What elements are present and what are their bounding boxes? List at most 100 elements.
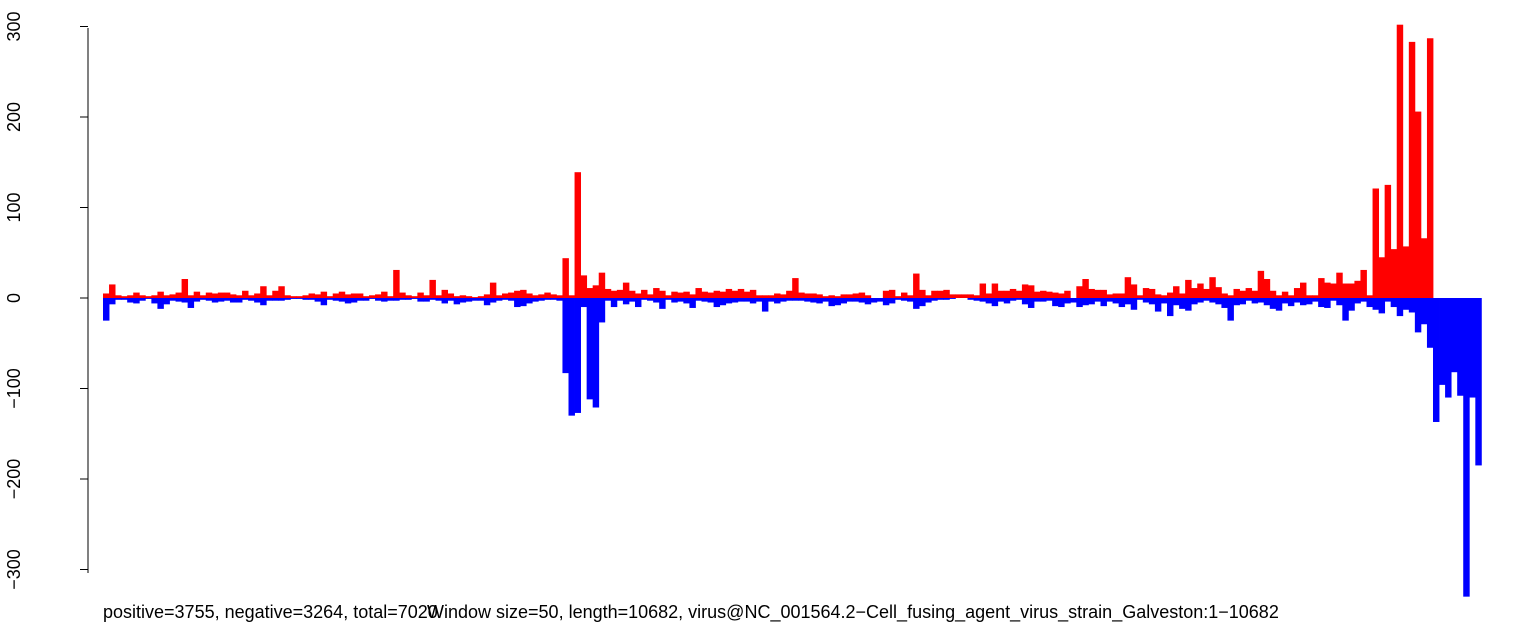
positive-bar [139,295,146,298]
negative-bar [1227,298,1234,321]
negative-bar [465,298,473,302]
negative-bar [139,298,146,301]
negative-bar [103,298,110,321]
negative-bar [538,298,545,301]
negative-bar [1245,298,1253,301]
negative-bar [502,298,509,300]
negative-bar [622,298,630,305]
negative-bar [592,298,600,408]
negative-bar [701,298,708,302]
negative-bar [314,298,322,302]
positive-bar [1414,111,1422,298]
positive-bar [834,296,841,298]
negative-bar [719,298,727,306]
positive-bar [350,293,358,299]
negative-bar [109,298,116,305]
positive-bar [483,294,491,298]
positive-bar [556,295,563,298]
negative-bar [707,298,714,303]
negative-bar [151,298,158,304]
y-tick-label: −200 [4,459,24,500]
negative-bar [205,298,213,301]
negative-bar [1396,298,1404,317]
negative-bar [1082,298,1089,306]
negative-bar [1003,298,1011,304]
negative-bar [888,298,896,304]
positive-bar [1094,289,1101,298]
caption-counts: positive=3755, negative=3264, total=7020 [103,602,438,622]
positive-bar [369,295,376,298]
positive-bar [1402,246,1410,298]
positive-bar [1257,270,1265,298]
negative-bar [858,298,866,303]
positive-bar [955,294,962,298]
positive-bar [1384,184,1392,299]
positive-bar [707,292,714,298]
positive-bar [719,291,727,298]
negative-bar [1215,298,1222,305]
positive-bar [967,294,974,298]
negative-bar [1009,298,1017,301]
positive-bar [1312,295,1319,298]
negative-bar [755,298,763,302]
positive-bar [1046,291,1053,298]
positive-bar [248,295,255,298]
negative-bar [761,298,769,312]
negative-bar [362,298,370,301]
negative-bar [828,298,835,307]
negative-bar [659,298,666,309]
positive-bar [1426,38,1434,298]
positive-bar [574,172,581,298]
positive-bar [1136,295,1144,298]
positive-bar [465,296,473,298]
negative-bar [616,298,624,301]
positive-bar [429,279,436,298]
negative-bar [405,298,412,300]
positive-bar [925,295,932,298]
positive-bar [477,296,485,298]
positive-bar [991,283,999,298]
positive-bar [616,289,624,298]
positive-bar [1124,277,1132,299]
negative-bar [411,298,418,299]
negative-bar [459,298,467,303]
positive-bar [725,288,733,298]
positive-bar [804,293,811,299]
negative-bar [1021,298,1029,305]
negative-bar [1058,298,1065,308]
negative-bar [628,298,636,302]
negative-bar [526,298,533,304]
positive-bar [1197,283,1204,298]
negative-bar [846,298,854,302]
positive-bar [532,295,539,298]
positive-bar [205,292,213,298]
negative-bar [483,298,491,306]
positive-bar [1203,288,1210,298]
negative-bar [1451,298,1458,373]
negative-bar [713,298,721,308]
negative-bar [1324,298,1331,308]
negative-bar [308,298,315,300]
positive-bar [375,294,382,298]
negative-bar [181,298,189,303]
negative-bar [272,298,279,301]
negative-bar [635,298,642,308]
negative-bar [991,298,999,307]
positive-bar [1233,288,1240,298]
negative-bar [653,298,660,303]
positive-bar [1160,295,1168,298]
positive-bar [514,290,521,298]
positive-bar [1324,282,1331,298]
positive-bar [1185,279,1192,298]
negative-bar [133,298,140,304]
positive-bar [852,293,860,299]
positive-bar [308,293,315,299]
negative-bar [556,298,563,301]
positive-bar [858,292,866,298]
positive-bar [1118,293,1126,299]
positive-bar [755,295,763,298]
positive-bar [332,293,340,299]
negative-bar [1439,298,1446,385]
positive-bar [1167,292,1174,298]
positive-bar [937,290,944,298]
